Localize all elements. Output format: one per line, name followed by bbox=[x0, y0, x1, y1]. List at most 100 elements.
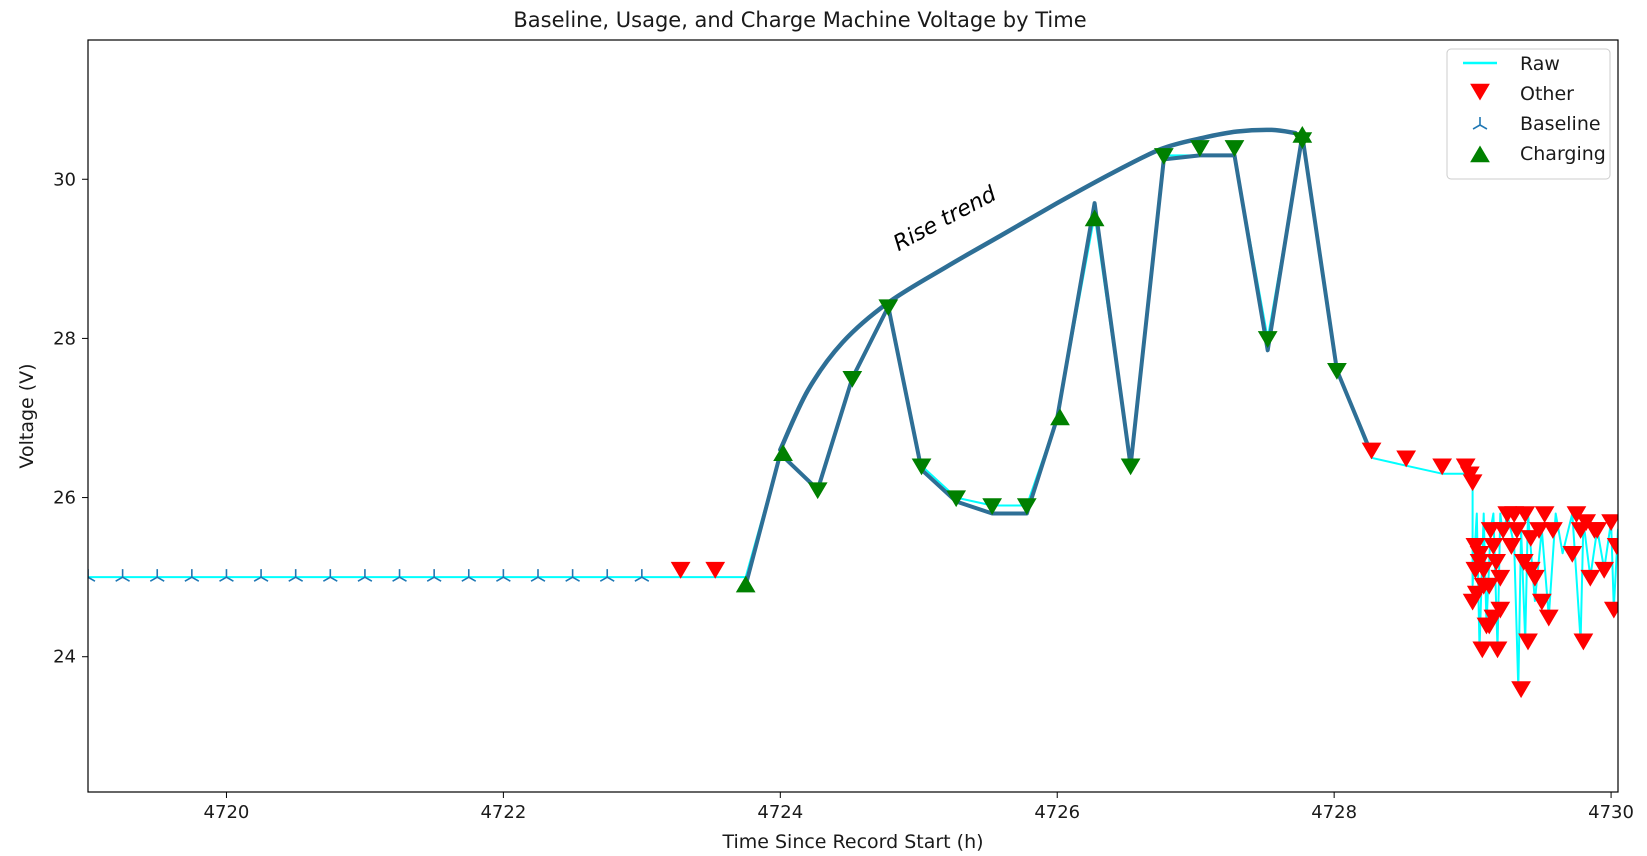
charging-down-markers-point bbox=[911, 458, 932, 476]
baseline-point bbox=[392, 569, 407, 582]
y-axis: 24 26 28 30 bbox=[53, 169, 88, 668]
y-tick-label: 28 bbox=[53, 328, 76, 349]
other-point bbox=[705, 561, 726, 579]
baseline-point bbox=[88, 569, 96, 582]
other-point bbox=[1603, 601, 1618, 619]
charging-point bbox=[1084, 209, 1105, 227]
other-point bbox=[670, 561, 691, 579]
other-point bbox=[1480, 522, 1501, 539]
other-point bbox=[1601, 514, 1618, 531]
legend-label: Raw bbox=[1520, 53, 1560, 75]
other-point bbox=[1501, 538, 1522, 555]
other-point bbox=[1520, 530, 1541, 547]
x-axis-label: Time Since Record Start (h) bbox=[721, 831, 983, 853]
baseline-point bbox=[184, 569, 200, 582]
other-point bbox=[1531, 593, 1552, 611]
y-tick-label: 26 bbox=[53, 488, 76, 509]
x-tick-label: 4720 bbox=[204, 802, 250, 823]
charging-point bbox=[1050, 408, 1070, 426]
other-point bbox=[1486, 553, 1507, 571]
legend-swatch bbox=[1470, 145, 1490, 163]
legend-item-other: Other bbox=[1470, 83, 1574, 105]
other-point bbox=[1462, 593, 1483, 611]
baseline-point bbox=[288, 569, 304, 582]
other-point bbox=[1472, 641, 1493, 659]
other-point bbox=[1520, 561, 1541, 579]
baseline-point bbox=[461, 569, 477, 582]
other-point bbox=[1529, 522, 1549, 539]
legend: Raw Other Baseline Charging bbox=[1446, 48, 1611, 180]
baseline-point bbox=[219, 569, 234, 582]
legend-box bbox=[1446, 48, 1611, 180]
other-point bbox=[1490, 601, 1511, 619]
charging-down-markers-point bbox=[1257, 331, 1278, 348]
baseline-point bbox=[426, 569, 442, 582]
x-tick-label: 4724 bbox=[757, 802, 803, 823]
other-point bbox=[1483, 538, 1504, 555]
other-point bbox=[1580, 569, 1601, 587]
charging-down-markers-point bbox=[1189, 140, 1210, 157]
legend-label: Charging bbox=[1520, 143, 1606, 165]
other-point bbox=[1562, 546, 1583, 563]
other-point bbox=[1396, 450, 1417, 468]
other-point bbox=[1543, 522, 1563, 539]
x-tick-label: 4730 bbox=[1588, 802, 1634, 823]
other-point bbox=[1487, 641, 1508, 659]
charging-down-markers-point bbox=[982, 498, 1003, 516]
charging-down-markers-point bbox=[946, 490, 967, 508]
charging-point bbox=[773, 444, 793, 462]
other-point bbox=[1573, 633, 1594, 651]
baseline-point bbox=[322, 569, 338, 582]
charging-down-markers-point bbox=[807, 482, 828, 500]
y-axis-label: Voltage (V) bbox=[16, 363, 38, 468]
baseline-point bbox=[115, 569, 130, 582]
baseline-point bbox=[565, 569, 580, 582]
legend-swatch bbox=[1470, 83, 1490, 101]
charging-point bbox=[735, 575, 756, 593]
charging-down-markers-point bbox=[1327, 362, 1347, 380]
series-other bbox=[670, 442, 1618, 699]
legend-swatch bbox=[1472, 117, 1488, 130]
charging-down-markers-point bbox=[1153, 148, 1174, 165]
legend-label: Other bbox=[1520, 83, 1574, 105]
chart-title: Baseline, Usage, and Charge Machine Volt… bbox=[513, 8, 1086, 32]
charging-point bbox=[1292, 125, 1313, 143]
charging-down-markers-point bbox=[1224, 140, 1245, 157]
y-tick-label: 30 bbox=[53, 169, 76, 190]
series-charging-down-markers bbox=[807, 132, 1347, 516]
series-baseline bbox=[88, 569, 650, 582]
legend-item-baseline: Baseline bbox=[1472, 113, 1601, 135]
x-tick-label: 4728 bbox=[1311, 802, 1357, 823]
series-raw bbox=[88, 138, 1618, 690]
other-point bbox=[1361, 442, 1382, 460]
legend-label: Baseline bbox=[1520, 113, 1601, 135]
other-point bbox=[1493, 522, 1513, 539]
other-point bbox=[1594, 561, 1615, 579]
x-axis: 4720 4722 4724 4726 4728 4730 bbox=[204, 792, 1634, 823]
charging-down-markers-point bbox=[1120, 458, 1141, 476]
charging-down-markers-point bbox=[1016, 498, 1037, 516]
other-point bbox=[1479, 617, 1500, 635]
other-point bbox=[1538, 609, 1559, 627]
other-point bbox=[1511, 681, 1531, 699]
x-tick-label: 4722 bbox=[480, 802, 526, 823]
other-point bbox=[1490, 569, 1511, 587]
other-point bbox=[1587, 522, 1608, 539]
baseline-point bbox=[530, 569, 546, 582]
series-charging bbox=[735, 125, 1313, 593]
other-point bbox=[1473, 577, 1494, 595]
plot-frame bbox=[87, 39, 1619, 793]
charging-down-markers-point bbox=[878, 299, 899, 317]
x-tick-label: 4726 bbox=[1034, 802, 1080, 823]
rise-trend-curve bbox=[778, 127, 1298, 453]
series-layer bbox=[88, 125, 1618, 699]
legend-item-charging: Charging bbox=[1470, 143, 1606, 165]
baseline-point bbox=[599, 569, 615, 582]
other-point bbox=[1432, 458, 1453, 476]
baseline-point bbox=[634, 569, 650, 582]
baseline-point bbox=[253, 569, 269, 582]
raw-line bbox=[88, 138, 1618, 690]
other-point bbox=[1518, 633, 1538, 651]
charging-down-markers-point bbox=[842, 370, 863, 388]
